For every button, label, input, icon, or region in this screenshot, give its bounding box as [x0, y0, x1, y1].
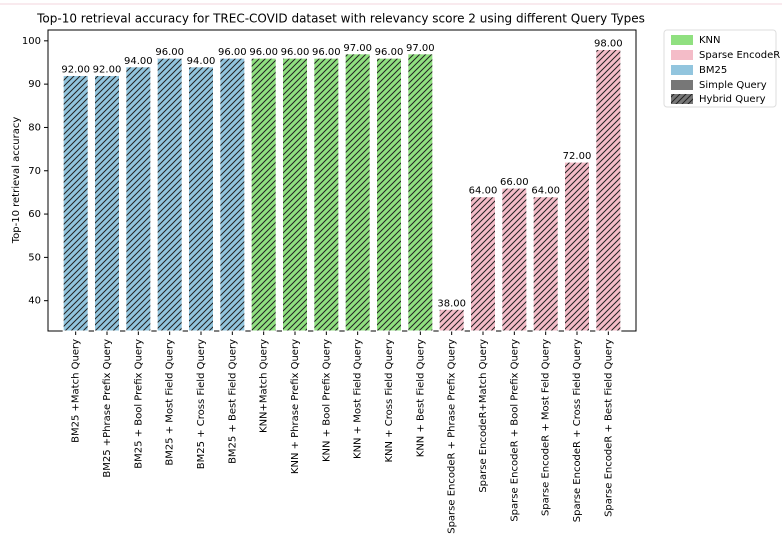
y-axis-label: Top-10 retrieval accuracy — [11, 117, 22, 245]
x-tick-label: BM25 +Match Query — [71, 339, 82, 443]
x-tick-label: KNN + Cross Field Query — [384, 339, 395, 463]
value-label: 66.00 — [500, 177, 529, 188]
y-tick-label: 90 — [28, 79, 41, 90]
bar — [532, 196, 559, 332]
x-tick-label: BM25 +Phrase Prefix Query — [102, 339, 113, 478]
x-tick-label: Sparse EncodeR + Most Feld Query — [541, 339, 552, 516]
legend-swatch — [671, 94, 693, 104]
bar — [156, 57, 183, 332]
value-label: 94.00 — [124, 56, 153, 67]
x-tick-label: KNN + Phrase Prefix Query — [290, 339, 301, 474]
bar — [438, 308, 465, 332]
x-tick-label: KNN + Bool Prefix Query — [321, 339, 332, 462]
value-label: 92.00 — [93, 64, 122, 75]
x-tick-label: KNN + Best Field Query — [415, 339, 426, 457]
value-label: 92.00 — [61, 64, 90, 75]
bar — [407, 53, 434, 332]
y-tick-label: 40 — [28, 296, 41, 307]
value-label: 96.00 — [218, 47, 247, 58]
bar — [94, 74, 120, 332]
bar — [564, 161, 590, 332]
value-label: 96.00 — [155, 47, 184, 58]
legend-swatch — [671, 35, 693, 45]
bar — [219, 57, 246, 332]
bar — [470, 196, 496, 332]
legend-label: Simple Query — [699, 80, 767, 91]
value-label: 64.00 — [531, 186, 560, 197]
y-tick-label: 100 — [22, 36, 41, 47]
value-label: 97.00 — [343, 43, 372, 54]
value-label: 96.00 — [312, 47, 341, 58]
bar — [344, 53, 371, 332]
plot-frame — [47, 29, 637, 332]
value-label: 96.00 — [249, 47, 278, 58]
bar — [62, 74, 89, 332]
legend-label: Sparse EncodeR — [699, 50, 780, 61]
value-label: 98.00 — [594, 38, 623, 49]
y-tick-label: 80 — [28, 122, 41, 133]
bar — [250, 57, 277, 332]
legend-swatch — [671, 50, 693, 60]
x-tick-label: Sparse EncodeR + Phrase Prefix Query — [447, 339, 458, 534]
legend-swatch — [671, 80, 693, 90]
bar — [313, 57, 340, 332]
x-tick-label: BM25 + Most Field Query — [165, 339, 176, 466]
value-label: 64.00 — [469, 186, 498, 197]
bar — [282, 57, 308, 332]
legend-label: BM25 — [699, 65, 727, 76]
legend-label: Hybrid Query — [699, 94, 766, 105]
bar — [188, 66, 214, 332]
x-tick-label: Sparse EncodeR + Bool Prefix Query — [509, 339, 520, 522]
bar — [501, 187, 528, 332]
bar — [595, 48, 622, 332]
value-label: 97.00 — [406, 43, 435, 54]
bar — [125, 66, 152, 332]
value-label: 38.00 — [437, 298, 466, 309]
value-label: 96.00 — [281, 47, 310, 58]
x-tick-label: BM25 + Cross Field Query — [196, 339, 207, 469]
x-tick-label: Sparse EncodeR + Cross Field Query — [572, 339, 583, 522]
chart-title: Top-10 retrieval accuracy for TREC-COVID… — [36, 12, 645, 26]
x-tick-label: KNN+Match Query — [259, 339, 270, 433]
x-tick-label: BM25 + Best Field Query — [227, 339, 238, 464]
x-tick-label: Sparse EncodeR+Match Query — [478, 339, 489, 493]
y-tick-label: 60 — [28, 209, 41, 220]
legend-swatch — [671, 65, 693, 75]
y-tick-label: 50 — [28, 252, 41, 263]
x-tick-label: KNN + Most Field Query — [353, 339, 364, 459]
x-tick-label: BM25 + Bool Prefix Query — [133, 339, 144, 469]
legend-label: KNN — [699, 35, 721, 46]
value-label: 94.00 — [187, 56, 216, 67]
bar — [376, 57, 402, 332]
y-tick-label: 70 — [28, 166, 41, 177]
x-tick-label: Sparse EncodeR + Best Field Query — [603, 339, 614, 517]
value-label: 96.00 — [375, 47, 404, 58]
value-label: 72.00 — [563, 151, 592, 162]
